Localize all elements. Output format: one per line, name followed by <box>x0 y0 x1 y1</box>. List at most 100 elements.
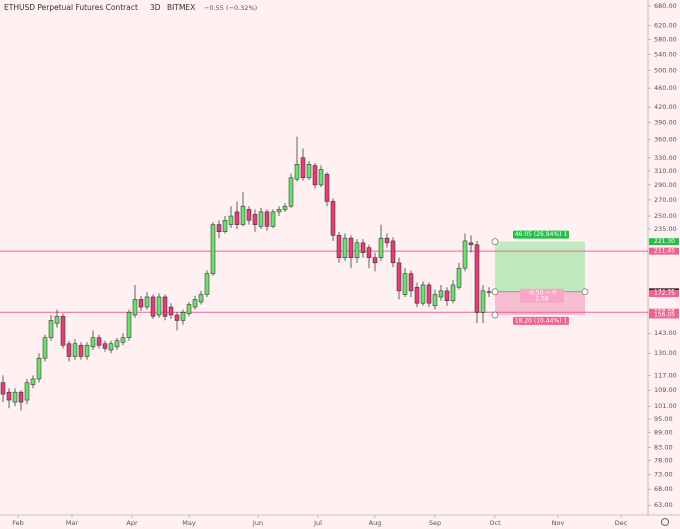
candle-body <box>114 340 120 348</box>
x-tick-label: May <box>182 519 196 527</box>
x-tick-label: Apr <box>126 519 138 527</box>
entry-label-bg <box>520 288 564 303</box>
candle-body <box>60 316 66 346</box>
candle-body <box>432 294 438 307</box>
candle-body <box>366 247 372 258</box>
y-tick-label: 63.00 <box>654 501 673 509</box>
candle-body <box>156 296 162 316</box>
candle-body <box>336 235 342 258</box>
candle-body <box>456 267 462 288</box>
candle-body <box>444 290 450 301</box>
candle-body <box>216 224 222 232</box>
candle-body <box>390 240 396 264</box>
y-tick-label: 73.00 <box>654 470 673 478</box>
candle-body <box>30 378 36 385</box>
price-tag <box>649 311 679 319</box>
y-tick-label: 500.00 <box>654 67 677 75</box>
candle-body <box>234 211 240 225</box>
x-tick-label: Feb <box>12 519 24 527</box>
candle-body <box>0 382 6 395</box>
candle-body <box>126 312 132 338</box>
candle-body <box>48 320 54 338</box>
candle-body <box>252 214 258 225</box>
y-tick-label: 330.00 <box>654 154 677 162</box>
symbol: ETHUSD Perpetual Futures Contract <box>4 3 138 12</box>
price-tag <box>649 247 679 255</box>
change: −0.55 (−0.32%) <box>204 4 257 12</box>
candle-body <box>378 237 384 258</box>
candle-body <box>342 237 348 258</box>
position-handle <box>491 238 499 246</box>
position-handle <box>491 311 499 319</box>
candle-body <box>300 157 306 179</box>
exchange: BITMEX <box>167 3 195 12</box>
y-tick-label: 109.00 <box>654 386 677 394</box>
y-tick-label: 130.00 <box>654 349 677 357</box>
y-tick-label: 235.00 <box>654 225 677 233</box>
target-zone <box>495 241 585 292</box>
candle-body <box>294 163 300 180</box>
candle-body <box>324 174 330 202</box>
settings-icon[interactable] <box>661 518 669 526</box>
candle-body <box>198 294 204 303</box>
candle-body <box>24 382 30 401</box>
price-tag-label: 221.30 <box>654 238 675 245</box>
price-tag <box>649 290 679 298</box>
candle-body <box>204 273 210 295</box>
candle-body <box>426 284 432 304</box>
y-tick-label: 310.00 <box>654 167 677 175</box>
candle-body <box>288 177 294 207</box>
x-tick-label: Oct <box>489 519 501 527</box>
y-tick-label: 420.00 <box>654 103 677 111</box>
candle-body <box>396 262 402 292</box>
candle-body <box>282 205 288 210</box>
y-tick-label: 143.00 <box>654 329 677 337</box>
y-tick-label: 95.00 <box>654 415 673 423</box>
candle-body <box>372 257 378 264</box>
candle-body <box>222 220 228 232</box>
candle-body <box>162 296 168 317</box>
candle-body <box>144 296 150 308</box>
candle-body <box>186 304 192 314</box>
candle-body <box>276 209 282 213</box>
candle-body <box>84 345 90 357</box>
y-tick-label: 290.00 <box>654 181 677 189</box>
x-tick-label: Nov <box>552 519 565 527</box>
candle-body <box>360 242 366 253</box>
target-label-bg <box>513 230 569 239</box>
candle-body <box>66 343 72 357</box>
candle-body <box>108 343 114 351</box>
candle-body <box>150 296 156 317</box>
candle-body <box>258 211 264 227</box>
interval: 3D <box>150 3 161 12</box>
target-label: 46.05 (26.94%) 1 <box>515 231 568 238</box>
y-tick-label: 580.00 <box>654 35 677 43</box>
y-tick-label: 390.00 <box>654 119 677 127</box>
candle-body <box>132 299 138 316</box>
candle-body <box>240 205 246 225</box>
candle-body <box>354 242 360 258</box>
y-tick-label: 620.00 <box>654 21 677 29</box>
candle-body <box>270 211 276 227</box>
candle-body <box>306 163 312 179</box>
x-tick-label: Jul <box>313 519 322 527</box>
y-tick-label: 270.00 <box>654 196 677 204</box>
x-tick-label: Jun <box>252 519 263 527</box>
candle-body <box>264 211 270 227</box>
price-tag-label: 172.75 <box>654 290 675 297</box>
candle-body <box>12 391 18 403</box>
entry-label: -0.50 ~ 0 <box>528 289 556 296</box>
candle-body <box>174 314 180 321</box>
candle-body <box>72 343 78 357</box>
stop-label: 18.20 (10.44%) 1 <box>515 317 568 324</box>
x-tick-label: Aug <box>369 519 382 527</box>
candle-body <box>468 242 474 246</box>
candle-body <box>90 337 96 348</box>
x-tick-label: Mar <box>66 519 79 527</box>
candle-body <box>120 337 126 343</box>
candle-body <box>192 299 198 308</box>
position-handle <box>491 288 499 296</box>
candle-body <box>228 215 234 225</box>
y-tick-label: 68.00 <box>654 485 673 493</box>
